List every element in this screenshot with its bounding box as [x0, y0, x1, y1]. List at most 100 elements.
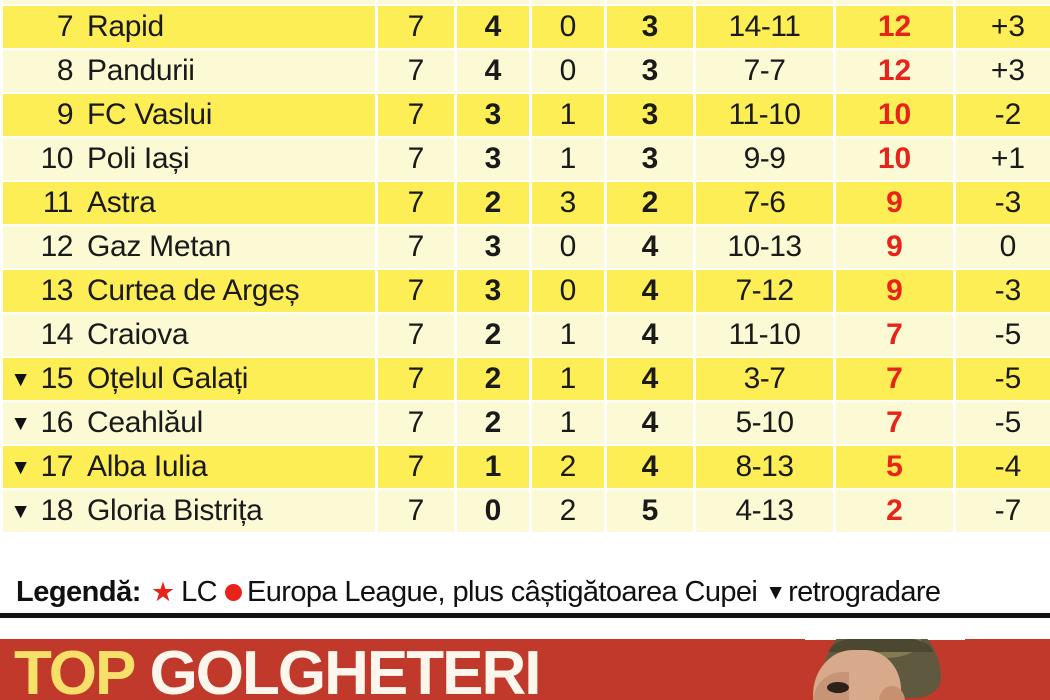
draws-cell: 1: [532, 314, 604, 356]
photo-eye: [827, 682, 849, 693]
rank-number: 17: [40, 450, 74, 483]
team-cell: 14 Craiova: [3, 314, 375, 356]
draws-cell: 0: [532, 270, 604, 312]
rank-number: 18: [40, 494, 74, 527]
goals-for-against-cell: 7-4: [696, 0, 833, 4]
team-cell: 8 Pandurii: [3, 50, 375, 92]
points-cell: 9: [836, 226, 953, 268]
standings-table: 6Poli Timișoara73407-413+4 7Rapid740314-1…: [3, 0, 1050, 532]
wins-cell: 2: [457, 358, 529, 400]
draws-cell: 3: [532, 182, 604, 224]
goals-for-against-cell: 10-13: [696, 226, 833, 268]
photo-ear: [879, 686, 905, 700]
team-cell: ▼ 17 Alba Iulia: [3, 446, 375, 488]
points-cell: 12: [836, 50, 953, 92]
banner-word-golgheteri: GOLGHETERI: [149, 639, 542, 700]
team-cell-inner: 11 Astra: [9, 182, 375, 224]
table-row[interactable]: 13 Curtea de Argeș 7 3 0 4 7-12 9 -3: [3, 270, 1050, 312]
team-cell-inner: 8 Pandurii: [9, 50, 375, 92]
matches-played-cell: 7: [378, 402, 454, 444]
rank-number: 11: [42, 186, 74, 219]
draws-cell: 1: [532, 402, 604, 444]
table-row[interactable]: ▼ 18 Gloria Bistrița 7 0 2 5 4-13 2 -7: [3, 490, 1050, 532]
points-cell: 12: [836, 6, 953, 48]
table-row[interactable]: 9 FC Vaslui 7 3 1 3 11-10 10 -2: [3, 94, 1050, 136]
rank-number: 10: [40, 142, 74, 175]
rank-number: 13: [40, 274, 74, 307]
relegation-triangle-icon: ▼: [10, 367, 31, 391]
team-name: Poli Timișoara: [87, 0, 271, 4]
goals-for-against-cell: 5-10: [696, 402, 833, 444]
matches-played-cell: 7: [378, 490, 454, 532]
losses-cell: 5: [607, 490, 693, 532]
goal-difference-cell: +1: [956, 138, 1050, 180]
table-row[interactable]: 12 Gaz Metan 7 3 0 4 10-13 9 0: [3, 226, 1050, 268]
matches-played-cell: 7: [378, 226, 454, 268]
table-row[interactable]: 11 Astra 7 2 3 2 7-6 9 -3: [3, 182, 1050, 224]
team-cell-inner: 6Poli Timișoara: [9, 0, 375, 4]
goals-for-against-cell: 7-12: [696, 270, 833, 312]
points-cell: 7: [836, 358, 953, 400]
points-cell: 7: [836, 402, 953, 444]
goal-difference-cell: 0: [956, 226, 1050, 268]
table-row[interactable]: ▼ 17 Alba Iulia 7 1 2 4 8-13 5 -4: [3, 446, 1050, 488]
table-row[interactable]: 8 Pandurii 7 4 0 3 7-7 12 +3: [3, 50, 1050, 92]
rank-number: 14: [40, 318, 74, 351]
table-row[interactable]: 7 Rapid 7 4 0 3 14-11 12 +3: [3, 6, 1050, 48]
europa-league-dot-icon: [225, 584, 242, 601]
team-name: Gaz Metan: [87, 230, 232, 263]
goals-for-against-cell: 9-9: [696, 138, 833, 180]
losses-cell: 4: [607, 314, 693, 356]
team-cell-inner: 9 FC Vaslui: [9, 94, 375, 136]
points-cell: 5: [836, 446, 953, 488]
points-cell: 10: [836, 94, 953, 136]
wins-cell: 3: [457, 270, 529, 312]
standings-table-container: 6Poli Timișoara73407-413+4 7Rapid740314-1…: [3, 0, 1050, 532]
legend-star-text: LC: [181, 576, 217, 608]
legend-triangle-text: retrogradare: [788, 576, 941, 608]
table-row[interactable]: ▼ 15 Oțelul Galați 7 2 1 4 3-7 7 -5: [3, 358, 1050, 400]
team-cell: 7 Rapid: [3, 6, 375, 48]
table-row[interactable]: 14 Craiova 7 2 1 4 11-10 7 -5: [3, 314, 1050, 356]
team-name: Pandurii: [87, 54, 195, 87]
goal-difference-cell: -3: [956, 270, 1050, 312]
team-name: FC Vaslui: [87, 98, 213, 131]
goals-for-against-cell: 11-10: [696, 94, 833, 136]
wins-cell: 4: [457, 50, 529, 92]
goal-difference-cell: -5: [956, 402, 1050, 444]
relegation-triangle-icon: ▼: [10, 455, 31, 479]
table-row[interactable]: 6Poli Timișoara73407-413+4: [3, 0, 1050, 4]
team-name: Alba Iulia: [87, 450, 208, 483]
team-cell: ▼ 16 Ceahlăul: [3, 402, 375, 444]
goal-difference-cell: +3: [956, 50, 1050, 92]
table-row[interactable]: ▼ 16 Ceahlăul 7 2 1 4 5-10 7 -5: [3, 402, 1050, 444]
wins-cell: 3: [457, 0, 529, 4]
matches-played-cell: 7: [378, 94, 454, 136]
goals-for-against-cell: 3-7: [696, 358, 833, 400]
wins-cell: 3: [457, 138, 529, 180]
photo-hairline: [829, 639, 933, 652]
team-cell: ▼ 15 Oțelul Galați: [3, 358, 375, 400]
losses-cell: 3: [607, 50, 693, 92]
matches-played-cell: 7: [378, 270, 454, 312]
team-cell-inner: 7 Rapid: [9, 6, 375, 48]
rank-number: 15: [40, 362, 74, 395]
losses-cell: 4: [607, 226, 693, 268]
team-cell-inner: ▼ 18 Gloria Bistrița: [9, 490, 375, 532]
team-cell-inner: 10 Poli Iași: [9, 138, 375, 180]
losses-cell: 2: [607, 182, 693, 224]
team-cell: 12 Gaz Metan: [3, 226, 375, 268]
table-row[interactable]: 10 Poli Iași 7 3 1 3 9-9 10 +1: [3, 138, 1050, 180]
losses-cell: 0: [607, 0, 693, 4]
matches-played-cell: 7: [378, 138, 454, 180]
points-cell: 9: [836, 270, 953, 312]
points-cell: 7: [836, 314, 953, 356]
draws-cell: 0: [532, 50, 604, 92]
team-name: Craiova: [87, 318, 189, 351]
team-cell: 9 FC Vaslui: [3, 94, 375, 136]
wins-cell: 1: [457, 446, 529, 488]
champions-league-star-icon: ★: [150, 577, 176, 607]
rank-number: 9: [56, 98, 74, 131]
draws-cell: 0: [532, 226, 604, 268]
losses-cell: 4: [607, 358, 693, 400]
